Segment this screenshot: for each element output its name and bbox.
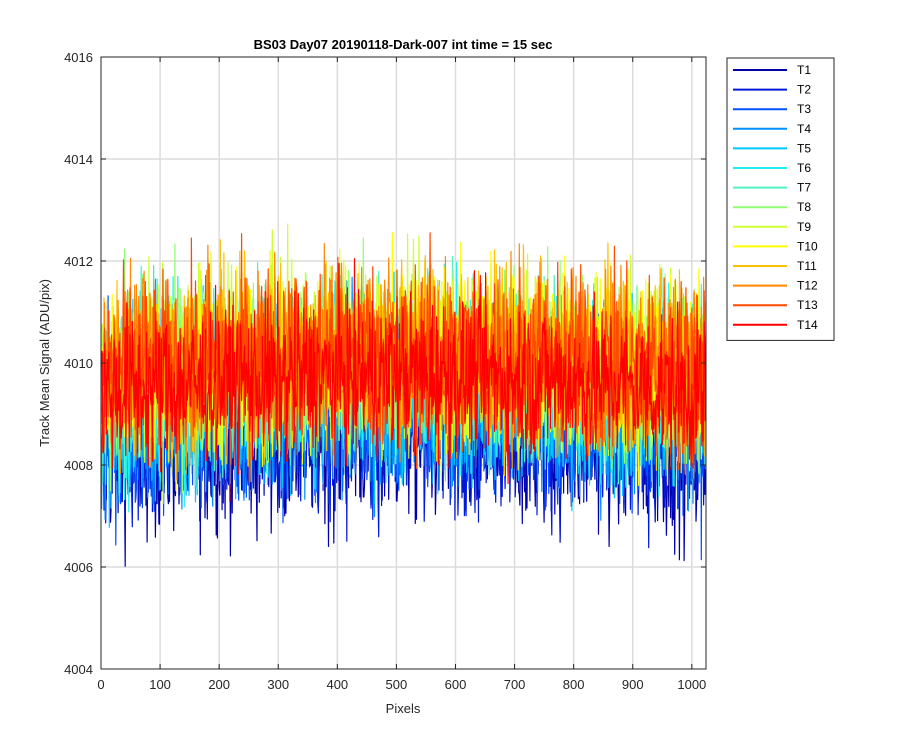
legend-label: T14 (797, 318, 818, 332)
x-tick-label: 0 (97, 677, 104, 692)
legend-label: T7 (797, 181, 811, 195)
legend-label: T11 (797, 259, 817, 273)
series-layer (101, 223, 706, 567)
x-tick-label: 800 (563, 677, 585, 692)
y-tick-label: 4008 (64, 458, 93, 473)
legend-box (726, 57, 835, 341)
tick-layer: 0 100 200 300 400 500 600 700 800 900 1000 4004 4006… (64, 50, 706, 692)
series-line-t14 (101, 258, 706, 502)
y-axis-label: Track Mean Signal (ADU/pix) (37, 279, 52, 447)
legend-label: T6 (797, 161, 811, 175)
legend-label: T4 (797, 122, 811, 136)
y-tick-label: 4014 (64, 152, 93, 167)
legend: T1 T2 T3 T4 T5 T6 T7 T8 T9 T10 T11 T12 T13 T14 (726, 57, 835, 341)
y-tick-label: 4004 (64, 662, 93, 677)
y-tick-label: 4006 (64, 560, 93, 575)
x-tick-label: 1000 (677, 677, 706, 692)
x-tick-label: 900 (622, 677, 644, 692)
legend-label: T2 (797, 83, 811, 97)
legend-label: T13 (797, 298, 818, 312)
legend-label: T1 (797, 63, 811, 77)
legend-label: T5 (797, 141, 811, 155)
y-tick-label: 4012 (64, 254, 93, 269)
x-tick-label: 500 (386, 677, 408, 692)
x-tick-label: 700 (504, 677, 526, 692)
y-tick-label: 4016 (64, 50, 93, 65)
legend-label: T8 (797, 200, 811, 214)
legend-label: T12 (797, 279, 818, 293)
x-tick-label: 200 (208, 677, 230, 692)
y-tick-label: 4010 (64, 356, 93, 371)
x-tick-label: 400 (326, 677, 348, 692)
x-tick-label: 300 (267, 677, 289, 692)
x-tick-label: 100 (149, 677, 171, 692)
legend-label: T3 (797, 102, 811, 116)
legend-label: T9 (797, 220, 811, 234)
legend-label: T10 (797, 239, 818, 253)
x-tick-label: 600 (445, 677, 467, 692)
x-axis-label: Pixels (386, 701, 421, 716)
chart-title: BS03 Day07 20190118-Dark-007 int time = … (254, 37, 553, 52)
